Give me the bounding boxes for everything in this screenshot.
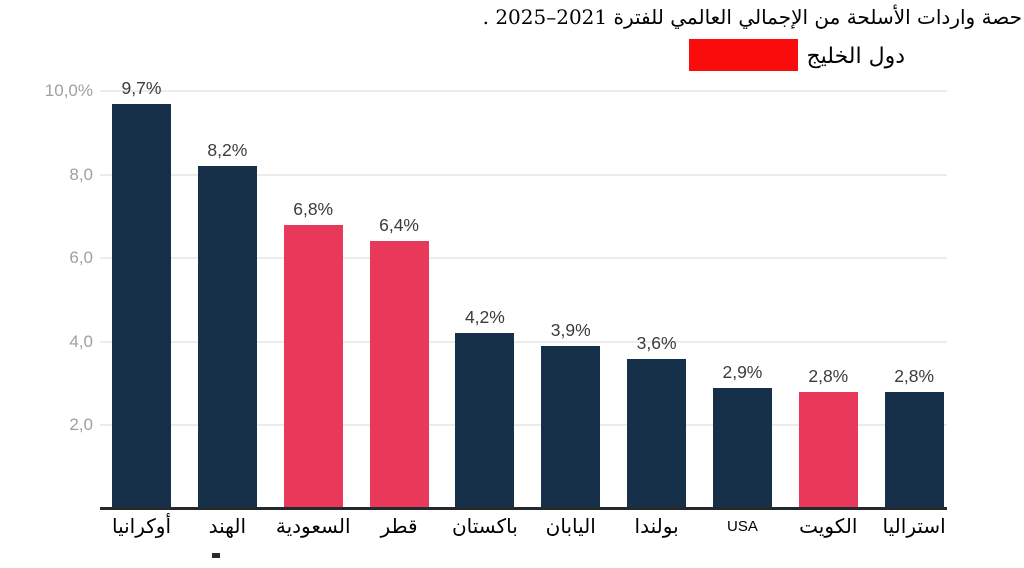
x-axis-category-label: الكويت xyxy=(799,514,858,538)
gridline xyxy=(100,340,947,343)
chart-title: حصة واردات الأسلحة من الإجمالي العالمي ل… xyxy=(482,5,1022,29)
bar-value-label: 2,9% xyxy=(722,361,763,382)
x-axis-category-label: USA xyxy=(727,518,758,535)
x-axis-category-label: باكستان xyxy=(451,514,518,538)
x-axis-category-label: اليابان xyxy=(545,514,596,538)
x-axis-category-label: السعودية xyxy=(275,514,351,538)
bar-4 xyxy=(369,241,429,509)
bar-value-label: 3,9% xyxy=(550,319,591,340)
bar-value-label: 2,8% xyxy=(808,365,849,386)
cutoff-text-fragment xyxy=(212,553,220,558)
y-axis-tick-label: 2,0 xyxy=(69,415,93,435)
bar-8 xyxy=(712,387,772,509)
x-axis-category-label: الهند xyxy=(208,514,247,538)
gridline xyxy=(100,257,947,260)
bar-value-label: 3,6% xyxy=(636,332,677,353)
legend-label: دول الخليج xyxy=(806,44,905,69)
bar-2 xyxy=(197,166,257,509)
bar-9 xyxy=(798,391,858,509)
x-axis-category-label: أوكرانيا xyxy=(111,514,172,538)
bar-1 xyxy=(112,103,171,509)
y-axis-tick-label: 4,0 xyxy=(69,331,93,351)
gridline xyxy=(100,90,947,92)
y-axis-tick-label: 8,0 xyxy=(69,164,93,184)
bar-6 xyxy=(541,345,601,509)
x-axis-line xyxy=(100,507,947,510)
gridline xyxy=(100,424,947,427)
bar-10 xyxy=(884,391,944,509)
y-axis-tick-label: 6,0 xyxy=(69,248,93,268)
bar-5 xyxy=(455,333,515,509)
bar-value-label: 9,7% xyxy=(121,77,162,98)
bar-7 xyxy=(627,358,687,509)
x-axis-category-label: استراليا xyxy=(882,514,946,538)
gridline xyxy=(100,173,947,176)
bar-value-label: 4,2% xyxy=(464,307,505,328)
bar-value-label: 6,4% xyxy=(379,215,419,236)
legend-color-swatch xyxy=(689,39,798,71)
bar-3 xyxy=(283,224,343,509)
x-axis-category-label: قطر xyxy=(380,514,418,538)
bar-value-label: 6,8% xyxy=(293,198,334,219)
bar-value-label: 2,8% xyxy=(894,365,935,386)
x-axis-category-label: بولندا xyxy=(634,514,679,538)
bar-value-label: 8,2% xyxy=(207,140,248,161)
y-axis-tick-label: 10,0% xyxy=(44,81,93,100)
